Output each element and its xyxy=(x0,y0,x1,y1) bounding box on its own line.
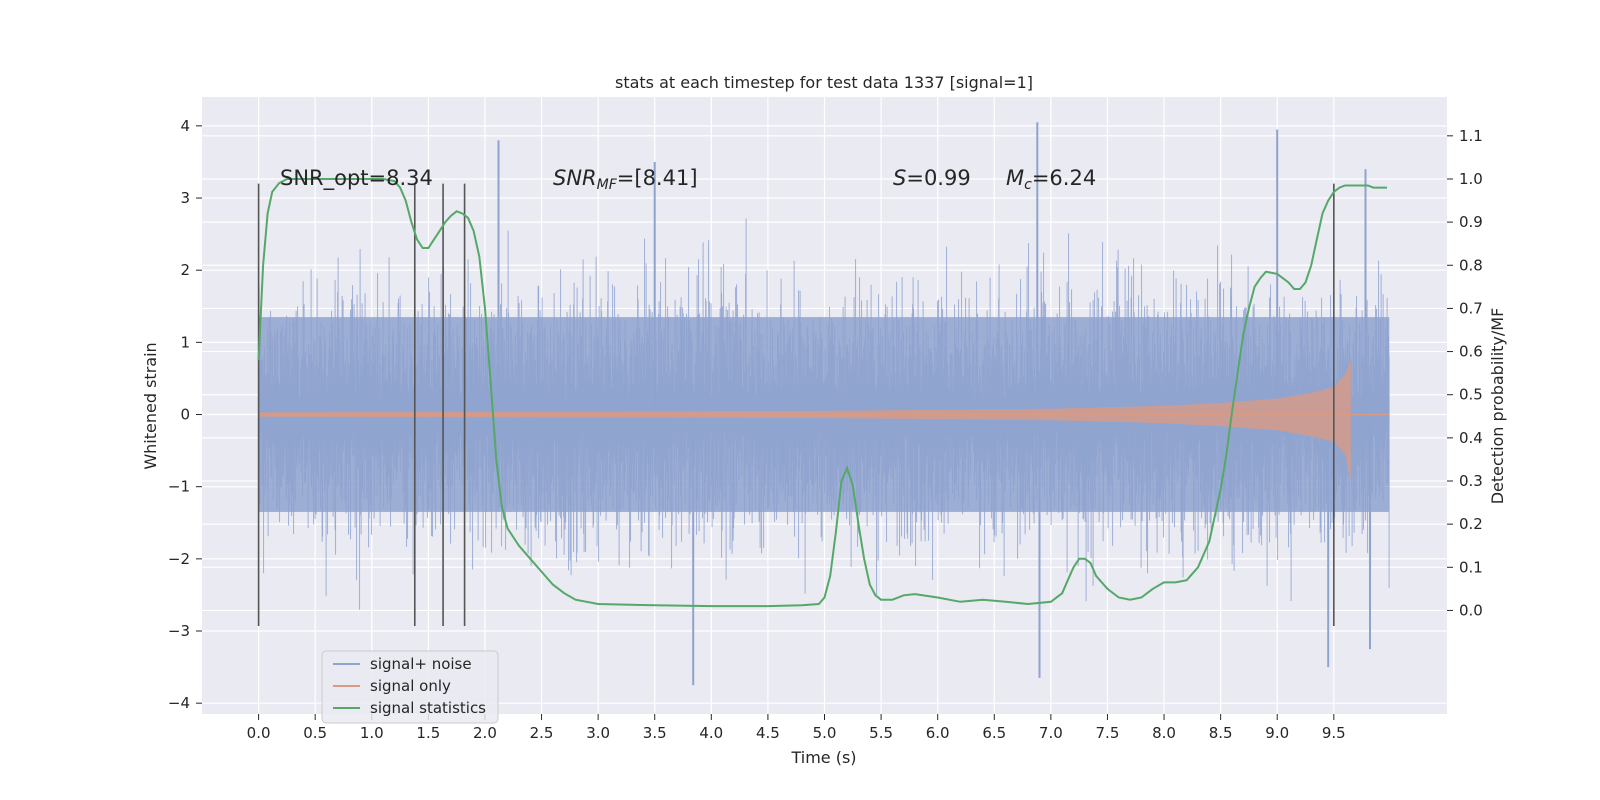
y-right-axis-ticks: 1.1 1.0 0.9 0.8 0.7 0.6 0.5 0.4 0.3 0.2 0.1 0.0 xyxy=(1447,127,1483,619)
y-tick-label: −2 xyxy=(168,550,190,568)
x-tick-label: 3.5 xyxy=(643,724,667,742)
s-value: =0.99 xyxy=(906,166,970,190)
marker-lines xyxy=(257,183,1335,626)
legend-box xyxy=(321,650,499,724)
snr-mf-subscript: MF xyxy=(597,177,618,193)
y-right-tick-label: 0.2 xyxy=(1459,515,1483,533)
x-tick-label: 0.0 xyxy=(247,724,271,742)
mc-subscript: c xyxy=(1024,177,1032,193)
x-tick-label: 5.5 xyxy=(869,724,893,742)
y-axis-ticks: 4 3 2 1 0 −1 −2 −3 −4 xyxy=(168,117,202,712)
annotation-snr-opt: SNR_opt=8.34 xyxy=(280,166,433,191)
x-tick-label: 2.5 xyxy=(530,724,554,742)
snr-mf-value: =[8.41] xyxy=(617,166,698,190)
mc-symbol: M xyxy=(1006,166,1024,190)
chart-title: stats at each timestep for test data 133… xyxy=(615,73,1033,92)
mc-value: =6.24 xyxy=(1032,166,1096,190)
x-tick-label: 3.0 xyxy=(586,724,610,742)
x-tick-label: 6.0 xyxy=(926,724,950,742)
y-tick-label: 1 xyxy=(180,333,190,351)
signal-statistics-series xyxy=(257,178,1387,608)
y-right-tick-label: 0.6 xyxy=(1459,343,1483,361)
x-tick-label: 4.0 xyxy=(699,724,723,742)
y-right-tick-label: 0.1 xyxy=(1459,558,1483,576)
x-tick-label: 8.5 xyxy=(1209,724,1233,742)
x-tick-label: 1.5 xyxy=(416,724,440,742)
y-right-tick-label: 0.5 xyxy=(1459,386,1483,404)
x-tick-label: 5.0 xyxy=(813,724,837,742)
x-tick-label: 2.0 xyxy=(473,724,497,742)
y-right-tick-label: 0.7 xyxy=(1459,299,1483,317)
x-tick-label: 7.5 xyxy=(1096,724,1120,742)
y-axis-label: Whitened strain xyxy=(141,342,160,469)
y-right-tick-label: 0.8 xyxy=(1459,256,1483,274)
y-tick-label: −3 xyxy=(168,622,190,640)
x-tick-label: 6.5 xyxy=(982,724,1006,742)
s-symbol: S xyxy=(893,166,906,190)
legend-label-stats: signal statistics xyxy=(370,699,486,717)
x-axis-ticks: 0.0 0.5 1.0 1.5 2.0 2.5 3.0 3.5 4.0 4.5 5.0 5.5 6.0 6… xyxy=(247,714,1346,742)
y-right-tick-label: 0.4 xyxy=(1459,429,1483,447)
y-right-tick-label: 0.3 xyxy=(1459,472,1483,490)
signal-only-series xyxy=(258,360,1351,480)
x-tick-label: 0.5 xyxy=(303,724,327,742)
annotation-s: S=0.99 xyxy=(893,166,971,190)
y-right-tick-label: 1.1 xyxy=(1459,127,1483,145)
legend-label-noise: signal+ noise xyxy=(370,655,472,673)
x-axis-label: Time (s) xyxy=(790,748,856,767)
y-tick-label: 2 xyxy=(180,261,190,279)
y-tick-label: 3 xyxy=(180,189,190,207)
x-tick-label: 4.5 xyxy=(756,724,780,742)
y-tick-label: −1 xyxy=(168,478,190,496)
y-right-tick-label: 0.0 xyxy=(1459,601,1483,619)
x-tick-label: 9.5 xyxy=(1322,724,1346,742)
x-tick-label: 9.0 xyxy=(1265,724,1289,742)
y-tick-label: 4 xyxy=(180,117,190,135)
x-tick-label: 8.0 xyxy=(1152,724,1176,742)
x-tick-label: 7.0 xyxy=(1039,724,1063,742)
annotation-snr-mf: SNRMF=[8.41] xyxy=(553,166,698,193)
y-tick-label: −4 xyxy=(168,694,190,712)
y-right-tick-label: 0.9 xyxy=(1459,213,1483,231)
y-right-axis-label: Detection probability/MF xyxy=(1488,308,1507,505)
noise-peaks xyxy=(497,122,1371,686)
x-tick-label: 1.0 xyxy=(360,724,384,742)
legend-label-signal: signal only xyxy=(370,677,451,695)
y-right-tick-label: 1.0 xyxy=(1459,170,1483,188)
legend: signal+ noise signal only signal statist… xyxy=(321,650,499,724)
y-tick-label: 0 xyxy=(180,406,190,424)
annotation-mc: Mc=6.24 xyxy=(1006,166,1096,193)
snr-mf-symbol: SNR xyxy=(553,166,597,190)
